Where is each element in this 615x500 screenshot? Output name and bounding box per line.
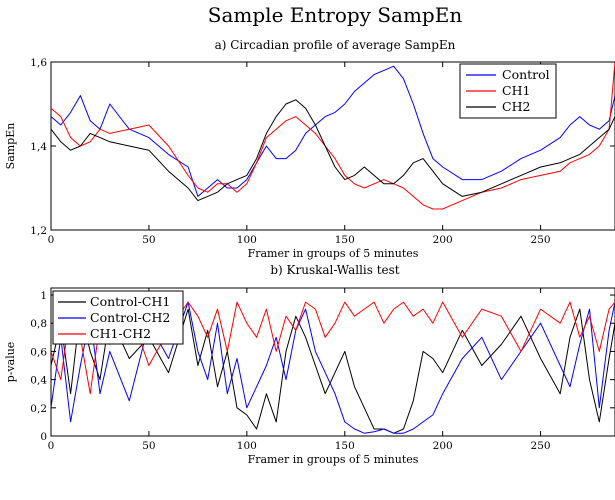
- panel-b-series-ch1-ch2-line: [50, 301, 615, 395]
- panel-a-x-tick-label: 250: [531, 234, 551, 246]
- panel-b-x-ticks: 0 50 100 150 200 250: [48, 288, 551, 452]
- figure-title: Sample Entropy SampEn: [208, 3, 463, 27]
- panel-a-y-tick-label: 1,2: [30, 225, 47, 237]
- panel-b-kruskal-wallis: b) Kruskal-Wallis test 0 0,2 0,4 0,6 0,8 1 0 5…: [4, 263, 615, 466]
- legend-ch1-ch2-label: CH1-CH2: [90, 326, 151, 341]
- panel-a-series-control-line: [50, 65, 615, 197]
- panel-b-y-tick-label: 0: [40, 431, 47, 443]
- legend-control-ch1-label: Control-CH1: [90, 294, 170, 309]
- panel-a-y-ticks: 1,2 1,4 1,6: [30, 57, 615, 237]
- panel-a-y-tick-label: 1,6: [30, 57, 47, 69]
- panel-a-y-tick-label: 1,4: [30, 141, 47, 153]
- panel-b-y-tick-label: 0,6: [30, 346, 47, 358]
- panel-b-y-ticks: 0 0,2 0,4 0,6 0,8 1: [30, 290, 615, 443]
- panel-a-x-axis-label: Framer in groups of 5 minutes: [248, 247, 419, 260]
- legend-control-label: Control: [502, 67, 550, 82]
- panel-b-legend: Control-CH1 Control-CH2 CH1-CH2: [52, 290, 184, 345]
- panel-a-legend: Control CH1 CH2: [459, 63, 557, 119]
- panel-b-x-tick-label: 250: [531, 440, 551, 452]
- panel-a-subtitle: a) Circadian profile of average SampEn: [215, 38, 456, 52]
- panel-b-x-tick-label: 0: [48, 440, 55, 452]
- panel-a-x-tick-label: 200: [433, 234, 453, 246]
- panel-b-x-tick-label: 100: [237, 440, 257, 452]
- legend-ch1-label: CH1: [502, 83, 530, 98]
- panel-b-x-tick-label: 150: [335, 440, 355, 452]
- panel-b-y-tick-label: 1: [40, 290, 47, 302]
- panel-a-sampen-profile: a) Circadian profile of average SampEn 1…: [4, 38, 615, 260]
- panel-a-series-group: [50, 61, 615, 210]
- legend-ch2-label: CH2: [502, 99, 530, 114]
- panel-b-subtitle: b) Kruskal-Wallis test: [270, 263, 399, 277]
- panel-b-plot-frame: [50, 287, 615, 437]
- panel-b-y-tick-label: 0,4: [30, 375, 47, 387]
- panel-a-x-tick-label: 0: [48, 234, 55, 246]
- legend-control-ch2-label: Control-CH2: [90, 310, 170, 325]
- panel-a-series-ch2-line: [50, 99, 615, 202]
- panel-a-y-axis-label: SampEn: [4, 123, 17, 170]
- panel-b-x-tick-label: 50: [142, 440, 155, 452]
- panel-a-x-tick-label: 50: [142, 234, 155, 246]
- panel-a-x-tick-label: 150: [335, 234, 355, 246]
- panel-b-x-axis-label: Framer in groups of 5 minutes: [248, 453, 419, 466]
- panel-a-x-ticks: 0 50 100 150 200 250: [48, 62, 551, 246]
- panel-b-y-axis-label: p-value: [4, 342, 17, 383]
- panel-b-y-tick-label: 0,2: [30, 403, 47, 415]
- panel-b-x-tick-label: 200: [433, 440, 453, 452]
- panel-b-y-tick-label: 0,8: [30, 318, 47, 330]
- panel-a-x-tick-label: 100: [237, 234, 257, 246]
